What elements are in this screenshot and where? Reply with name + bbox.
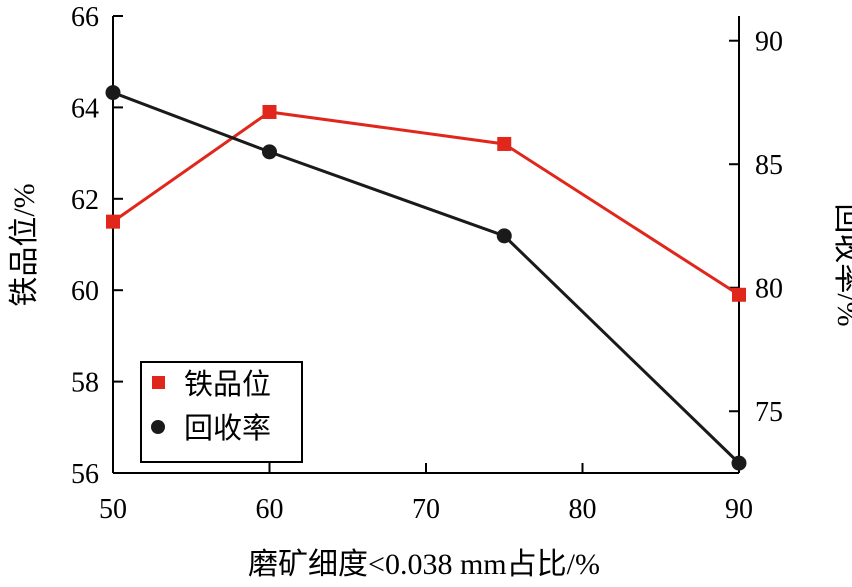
y-left-tick-label: 60	[71, 276, 99, 307]
ticks: 50 60 70 80 90 56 58 60 62 64 66 75 80 85 90	[71, 2, 783, 525]
x-tick-label: 70	[412, 494, 440, 525]
x-tick-label: 80	[569, 494, 597, 525]
legend-marker-recovery	[151, 420, 165, 434]
data-point-grade	[262, 104, 277, 119]
data-point-grade	[732, 287, 746, 302]
x-tick-label: 60	[256, 494, 284, 525]
series-line-recovery	[112, 91, 741, 465]
y-left-tick-label: 56	[71, 459, 99, 490]
legend-label-grade: 铁品位	[184, 368, 271, 401]
legend-box	[140, 361, 303, 463]
x-tick-label: 50	[99, 494, 127, 525]
y-left-tick-label: 64	[71, 93, 99, 124]
y-left-tick-label: 66	[71, 2, 99, 33]
data-point-recovery	[105, 85, 121, 101]
y-axis-title-right: 回收率/%	[831, 203, 852, 326]
series-layer	[105, 85, 747, 471]
data-point-recovery	[262, 144, 277, 160]
x-tick-label: 90	[725, 494, 753, 525]
x-axis-title: 磨矿细度<0.038 mm占比/%	[248, 548, 600, 581]
y-right-tick-label: 80	[755, 274, 783, 305]
legend: 铁品位 回收率	[140, 361, 303, 463]
y-right-tick-label: 75	[755, 397, 783, 428]
data-point-grade	[497, 136, 512, 151]
data-point-recovery	[731, 455, 747, 471]
y-left-tick-label: 58	[71, 368, 99, 399]
legend-marker-grade	[152, 376, 165, 389]
y-left-tick-label: 62	[71, 185, 99, 216]
y-right-tick-label: 90	[755, 27, 783, 58]
data-point-recovery	[496, 228, 512, 244]
y-right-tick-label: 85	[755, 150, 783, 181]
legend-label-recovery: 回收率	[184, 412, 271, 445]
y-axis-title-left: 铁品位/%	[8, 183, 41, 306]
series-line-grade	[112, 110, 740, 297]
data-point-grade	[106, 214, 120, 229]
